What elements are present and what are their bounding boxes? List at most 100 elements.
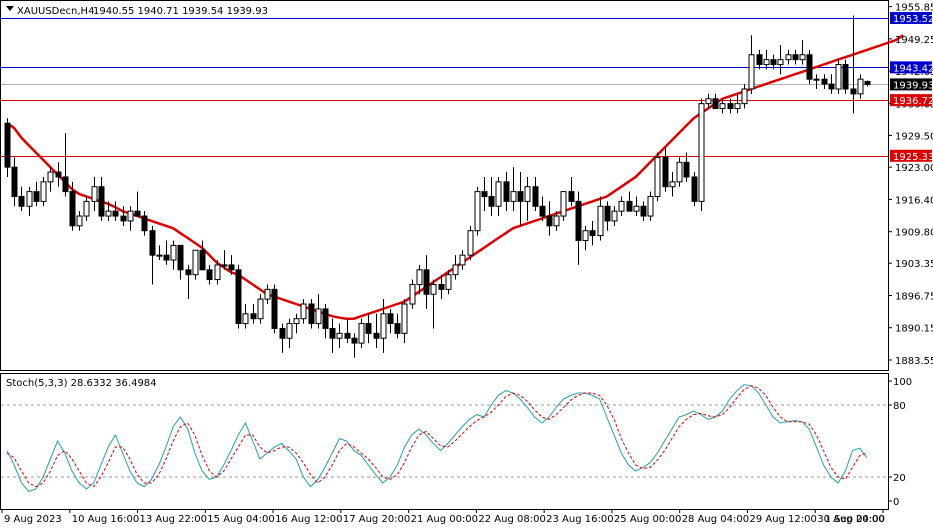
candle bbox=[799, 40, 806, 65]
candle-body bbox=[69, 191, 76, 227]
candle-body bbox=[300, 303, 307, 320]
candle-body bbox=[842, 64, 849, 90]
candle-body bbox=[683, 161, 690, 178]
price-tick-label: 1923.00 bbox=[895, 163, 933, 174]
candle bbox=[264, 284, 271, 305]
candle bbox=[640, 201, 647, 221]
candle bbox=[568, 176, 575, 207]
stochastic-lines bbox=[1, 384, 888, 492]
candle bbox=[286, 318, 293, 349]
candle bbox=[83, 196, 90, 221]
stoch-tick-label: 0 bbox=[893, 497, 899, 508]
candle-body bbox=[669, 181, 676, 188]
chart-symbol-label: XAUUSDecn,H4 bbox=[17, 6, 94, 17]
candle bbox=[633, 196, 640, 217]
candle bbox=[18, 186, 25, 212]
candle bbox=[821, 74, 828, 89]
time-tick-label: 10 Aug 16:00 bbox=[72, 514, 139, 525]
candle-body bbox=[47, 171, 54, 183]
candle bbox=[517, 172, 524, 226]
candle bbox=[842, 59, 849, 94]
stoch-main-line bbox=[6, 384, 868, 492]
candle bbox=[170, 240, 177, 270]
candle-body bbox=[112, 210, 119, 217]
candlesticks bbox=[4, 15, 871, 358]
candle bbox=[777, 44, 784, 75]
candle-body bbox=[409, 283, 416, 305]
candle-body bbox=[633, 205, 640, 212]
candle bbox=[293, 313, 300, 334]
candle bbox=[792, 49, 799, 65]
candle bbox=[242, 304, 249, 329]
candle bbox=[575, 191, 582, 265]
candle bbox=[76, 211, 83, 231]
stoch-signal-line bbox=[6, 385, 868, 488]
candle-body bbox=[177, 244, 184, 271]
candle-body bbox=[575, 200, 582, 241]
candle-body bbox=[4, 122, 11, 168]
candle-body bbox=[835, 64, 842, 90]
candle bbox=[474, 186, 481, 236]
candle-body bbox=[416, 269, 423, 285]
stochastic-pane[interactable] bbox=[0, 373, 889, 510]
candle bbox=[214, 260, 221, 285]
candle-body bbox=[705, 98, 712, 105]
candle bbox=[257, 294, 264, 324]
candle-body bbox=[40, 181, 47, 202]
candle bbox=[560, 191, 567, 221]
price-tick-label: 1883.55 bbox=[895, 356, 933, 367]
candle bbox=[488, 176, 495, 217]
candle-body bbox=[582, 230, 589, 241]
candle bbox=[806, 49, 813, 85]
candle bbox=[705, 93, 712, 109]
candle bbox=[409, 279, 416, 309]
candle bbox=[459, 250, 466, 270]
candle bbox=[532, 176, 539, 212]
candle-body bbox=[546, 215, 553, 227]
time-tick-label: 1 Sep 04:00 bbox=[825, 514, 885, 525]
candle bbox=[495, 176, 502, 217]
candle bbox=[112, 201, 119, 221]
candle bbox=[734, 93, 741, 114]
time-tick-label: 28 Aug 04:00 bbox=[682, 514, 749, 525]
candle-body bbox=[401, 303, 408, 334]
candle bbox=[741, 84, 748, 109]
candle bbox=[763, 49, 770, 70]
time-tick-label: 9 Aug 2023 bbox=[4, 514, 62, 525]
candle bbox=[387, 308, 394, 334]
candle-body bbox=[481, 191, 488, 197]
candle-body bbox=[344, 332, 351, 339]
candle-body bbox=[459, 254, 466, 266]
candle-body bbox=[315, 308, 322, 325]
candle-body bbox=[221, 264, 228, 267]
candle bbox=[503, 172, 510, 212]
candle bbox=[141, 211, 148, 236]
level-support-1936-tag-label: 1936.72 bbox=[893, 96, 933, 107]
candle bbox=[26, 186, 33, 217]
candle-body bbox=[55, 171, 62, 178]
candle bbox=[582, 225, 589, 251]
candle-body bbox=[517, 191, 524, 202]
dropdown-arrow-icon[interactable] bbox=[6, 6, 14, 11]
candle-body bbox=[156, 254, 163, 257]
stoch-tick-label: 100 bbox=[893, 377, 912, 388]
candle bbox=[315, 294, 322, 329]
candle-body bbox=[192, 249, 199, 276]
price-tags: 1953.52 1943.42 1936.72 1925.33 1939.93 bbox=[890, 12, 933, 163]
candle-body bbox=[495, 181, 502, 207]
price-pane[interactable] bbox=[0, 0, 889, 371]
candle bbox=[228, 255, 235, 275]
time-tick-label: 13 Aug 22:00 bbox=[140, 514, 207, 525]
stochastic-label: Stoch(5,3,3) 28.6332 36.4984 bbox=[6, 378, 157, 389]
candle bbox=[611, 206, 618, 226]
candle-body bbox=[329, 327, 336, 339]
stoch-tick-label: 80 bbox=[893, 401, 906, 412]
candle-body bbox=[777, 59, 784, 66]
candle bbox=[11, 157, 18, 207]
candle-body bbox=[83, 200, 90, 217]
candle-body bbox=[741, 88, 748, 105]
candle-body bbox=[387, 313, 394, 325]
time-tick-label: 15 Aug 04:00 bbox=[207, 514, 274, 525]
candle bbox=[647, 191, 654, 221]
